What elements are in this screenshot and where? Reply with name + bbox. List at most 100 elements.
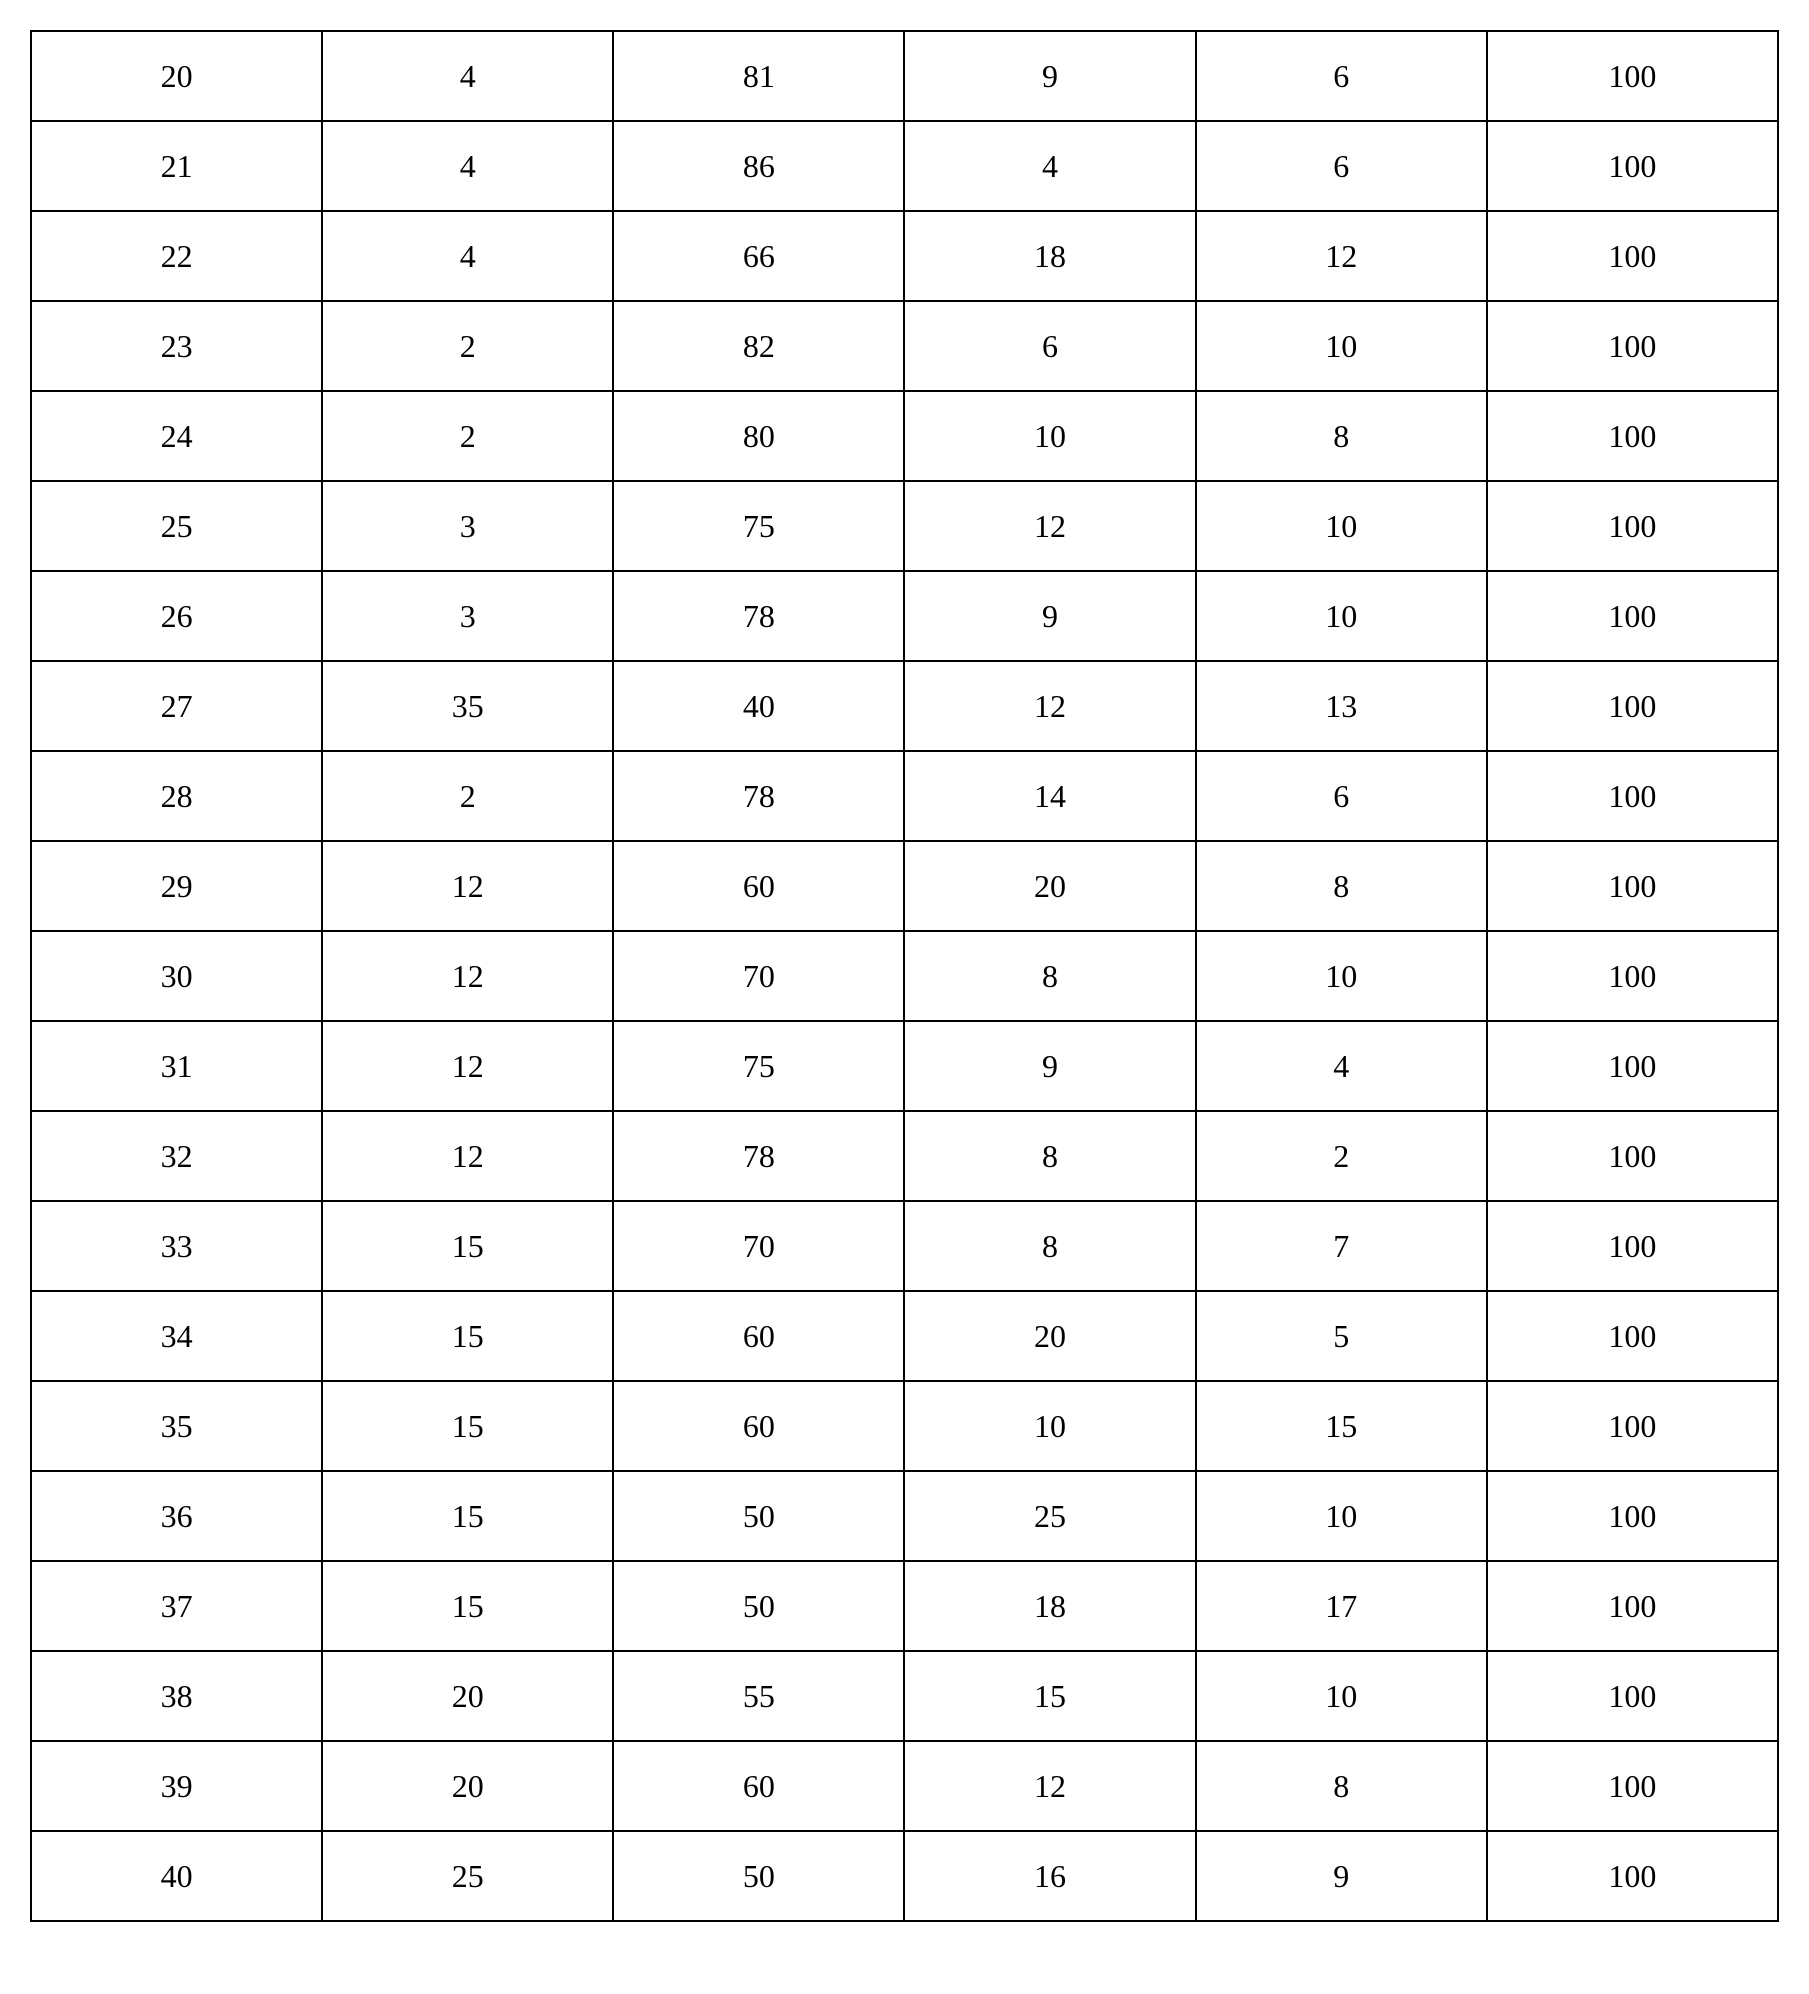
table-cell: 100 (1487, 931, 1778, 1021)
table-cell: 27 (31, 661, 322, 751)
table-cell: 75 (613, 1021, 904, 1111)
table-body: 2048196100214864610022466181210023282610… (31, 31, 1778, 1921)
table-cell: 8 (1196, 391, 1487, 481)
table-cell: 80 (613, 391, 904, 481)
table-row: 341560205100 (31, 1291, 1778, 1381)
table-cell: 38 (31, 1651, 322, 1741)
table-cell: 100 (1487, 31, 1778, 121)
table-cell: 12 (904, 1741, 1195, 1831)
table-cell: 40 (613, 661, 904, 751)
table-row: 253751210100 (31, 481, 1778, 571)
table-cell: 100 (1487, 301, 1778, 391)
table-cell: 75 (613, 481, 904, 571)
table-cell: 8 (904, 931, 1195, 1021)
table-cell: 15 (322, 1381, 613, 1471)
table-cell: 6 (1196, 31, 1487, 121)
table-cell: 12 (1196, 211, 1487, 301)
table-cell: 15 (322, 1561, 613, 1651)
table-cell: 10 (1196, 1651, 1487, 1741)
table-cell: 60 (613, 1291, 904, 1381)
data-table: 2048196100214864610022466181210023282610… (30, 30, 1779, 1922)
table-cell: 20 (904, 841, 1195, 931)
table-cell: 12 (322, 1111, 613, 1201)
table-cell: 70 (613, 1201, 904, 1291)
table-cell: 100 (1487, 1201, 1778, 1291)
table-cell: 10 (904, 391, 1195, 481)
table-cell: 9 (904, 571, 1195, 661)
table-cell: 31 (31, 1021, 322, 1111)
table-cell: 100 (1487, 121, 1778, 211)
table-cell: 2 (322, 391, 613, 481)
table-cell: 32 (31, 1111, 322, 1201)
table-cell: 15 (1196, 1381, 1487, 1471)
table-cell: 9 (904, 1021, 1195, 1111)
table-cell: 37 (31, 1561, 322, 1651)
table-row: 2735401213100 (31, 661, 1778, 751)
table-row: 24280108100 (31, 391, 1778, 481)
table-cell: 36 (31, 1471, 322, 1561)
table-row: 3820551510100 (31, 1651, 1778, 1741)
table-cell: 100 (1487, 1561, 1778, 1651)
table-cell: 100 (1487, 211, 1778, 301)
table-cell: 2 (322, 751, 613, 841)
table-cell: 50 (613, 1561, 904, 1651)
table-row: 26378910100 (31, 571, 1778, 661)
table-cell: 25 (322, 1831, 613, 1921)
table-cell: 8 (1196, 841, 1487, 931)
table-cell: 60 (613, 1741, 904, 1831)
table-cell: 10 (1196, 1471, 1487, 1561)
table-cell: 100 (1487, 1381, 1778, 1471)
table-cell: 18 (904, 1561, 1195, 1651)
table-cell: 15 (904, 1651, 1195, 1741)
table-cell: 15 (322, 1291, 613, 1381)
table-cell: 10 (904, 1381, 1195, 1471)
table-cell: 35 (31, 1381, 322, 1471)
table-cell: 8 (904, 1201, 1195, 1291)
table-row: 32127882100 (31, 1111, 1778, 1201)
table-cell: 25 (31, 481, 322, 571)
table-cell: 100 (1487, 841, 1778, 931)
table-row: 3715501817100 (31, 1561, 1778, 1651)
table-cell: 78 (613, 1111, 904, 1201)
table-cell: 100 (1487, 391, 1778, 481)
table-cell: 8 (904, 1111, 1195, 1201)
table-cell: 12 (904, 481, 1195, 571)
table-cell: 10 (1196, 301, 1487, 391)
table-cell: 12 (322, 841, 613, 931)
table-cell: 23 (31, 301, 322, 391)
table-cell: 15 (322, 1471, 613, 1561)
table-cell: 6 (1196, 121, 1487, 211)
table-cell: 8 (1196, 1741, 1487, 1831)
table-row: 224661812100 (31, 211, 1778, 301)
table-cell: 100 (1487, 1021, 1778, 1111)
table-cell: 60 (613, 1381, 904, 1471)
table-cell: 100 (1487, 1471, 1778, 1561)
table-cell: 86 (613, 121, 904, 211)
table-cell: 14 (904, 751, 1195, 841)
table-cell: 20 (322, 1741, 613, 1831)
table-cell: 12 (322, 931, 613, 1021)
table-cell: 82 (613, 301, 904, 391)
table-cell: 4 (322, 121, 613, 211)
table-cell: 100 (1487, 661, 1778, 751)
table-cell: 2 (322, 301, 613, 391)
table-cell: 25 (904, 1471, 1195, 1561)
table-cell: 4 (904, 121, 1195, 211)
table-cell: 12 (904, 661, 1195, 751)
table-cell: 15 (322, 1201, 613, 1291)
table-cell: 40 (31, 1831, 322, 1921)
table-cell: 4 (1196, 1021, 1487, 1111)
table-row: 3615502510100 (31, 1471, 1778, 1561)
table-cell: 60 (613, 841, 904, 931)
table-row: 28278146100 (31, 751, 1778, 841)
table-cell: 34 (31, 1291, 322, 1381)
table-cell: 100 (1487, 1291, 1778, 1381)
table-row: 392060128100 (31, 1741, 1778, 1831)
table-cell: 6 (904, 301, 1195, 391)
table-cell: 18 (904, 211, 1195, 301)
table-row: 2148646100 (31, 121, 1778, 211)
table-row: 31127594100 (31, 1021, 1778, 1111)
table-cell: 22 (31, 211, 322, 301)
table-row: 3515601015100 (31, 1381, 1778, 1471)
table-cell: 13 (1196, 661, 1487, 751)
